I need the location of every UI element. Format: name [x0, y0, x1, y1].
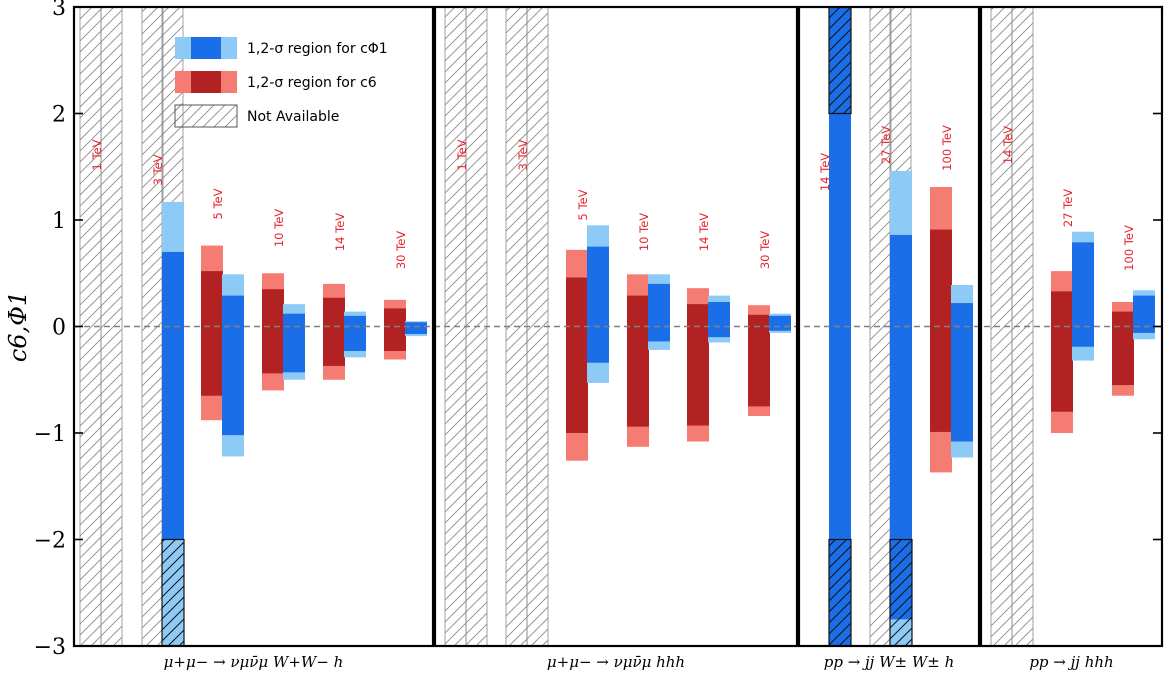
- cphi-1sigma-bar: [587, 246, 609, 363]
- c6-1sigma-bar: [262, 289, 284, 374]
- energy-label: 100 TeV: [940, 125, 954, 171]
- cphi-1sigma-bar: [769, 315, 791, 331]
- energy-label: 5 TeV: [576, 189, 590, 220]
- energy-label: 14 TeV: [333, 213, 347, 251]
- y-axis: −3 −2 −1 0 1 2 3 c6,Φ1: [4, 0, 1162, 660]
- y-tick-label: 3: [52, 0, 66, 21]
- out-of-range-box-lower: [161, 538, 185, 647]
- out-of-range-box-lower: [828, 538, 852, 647]
- energy-label: 10 TeV: [272, 209, 286, 247]
- energy-label: 27 TeV: [1061, 189, 1075, 227]
- cphi-1sigma-bar: [1133, 295, 1155, 333]
- y-tick-label: 0: [52, 316, 66, 341]
- cphi-1sigma-bar: [708, 302, 730, 338]
- panel-process-label: μ+μ− → νμν̄μ hhh: [547, 653, 685, 671]
- y-tick-label: 2: [52, 103, 66, 128]
- legend-swatch-cphi-1sigma: [191, 37, 221, 59]
- energy-label: 14 TeV: [818, 153, 832, 191]
- panel-process-label: pp → jj hhh: [1029, 653, 1113, 671]
- cphi-1sigma-bar: [162, 251, 184, 540]
- legend-swatch-not-available: [174, 104, 238, 128]
- energy-label: 30 TeV: [394, 231, 408, 269]
- c6-1sigma-bar: [323, 297, 345, 366]
- energy-label: 30 TeV: [758, 231, 772, 269]
- energy-label: 100 TeV: [1122, 225, 1136, 271]
- c6-1sigma-bar: [748, 314, 770, 407]
- energy-label: 10 TeV: [637, 213, 651, 251]
- legend-label-c6: 1,2-σ region for c6: [247, 75, 377, 91]
- cphi-1sigma-bar: [1072, 242, 1094, 347]
- energy-label: 1 TeV: [455, 139, 469, 170]
- c6-1sigma-bar: [687, 304, 709, 426]
- energy-label: 14 TeV: [697, 213, 711, 251]
- y-tick-label: −2: [34, 529, 66, 554]
- energy-label: 5 TeV: [211, 188, 225, 219]
- c6-1sigma-bar: [930, 229, 952, 432]
- bars-layer: [161, 6, 1155, 647]
- legend-label-cphi: 1,2-σ region for cΦ1: [247, 41, 388, 57]
- legend-label-na: Not Available: [247, 109, 339, 125]
- energy-labels-layer: 1 TeV 3 TeV 5 TeV 10 TeV 14 TeV 30 TeV 1 TeV 3 …: [90, 125, 1136, 271]
- energy-label: 1 TeV: [90, 139, 104, 170]
- cphi-1sigma-bar: [648, 283, 670, 342]
- y-tick-label: −3: [34, 635, 66, 660]
- energy-label: 3 TeV: [516, 139, 530, 170]
- c6-1sigma-bar: [566, 277, 588, 433]
- legend: 1,2-σ region for cΦ1 1,2-σ region for c6 N…: [174, 37, 388, 128]
- cphi-1sigma-bar: [405, 322, 427, 334]
- cphi-1sigma-bar: [222, 295, 244, 436]
- c6-1sigma-bar: [201, 271, 223, 396]
- c6-1sigma-bar: [1051, 291, 1073, 412]
- c6-1sigma-bar: [627, 295, 649, 427]
- panel-frame: [797, 5, 981, 648]
- panel-process-label: μ+μ− → νμν̄μ W+W− h: [164, 653, 344, 671]
- y-axis-label: c6,Φ1: [4, 291, 32, 362]
- panel-process-label: pp → jj W± W± h: [824, 653, 955, 671]
- energy-label: 14 TeV: [1001, 126, 1015, 164]
- out-of-range-box-lower: [889, 538, 913, 647]
- c6-1sigma-bar: [1112, 311, 1134, 386]
- panel-frame: [433, 5, 799, 648]
- energy-label: 3 TeV: [151, 154, 165, 185]
- legend-swatch-c6-1sigma: [191, 71, 221, 93]
- cphi-1sigma-bar: [951, 303, 973, 442]
- cphi-1sigma-bar: [890, 234, 912, 620]
- y-tick-label: −1: [34, 422, 66, 447]
- energy-label: 27 TeV: [879, 126, 893, 164]
- y-tick-label: 1: [52, 209, 66, 234]
- cphi-1sigma-bar: [344, 315, 366, 351]
- c6-1sigma-bar: [384, 308, 406, 351]
- cphi-1sigma-bar: [283, 313, 305, 373]
- out-of-range-box-upper: [828, 6, 852, 115]
